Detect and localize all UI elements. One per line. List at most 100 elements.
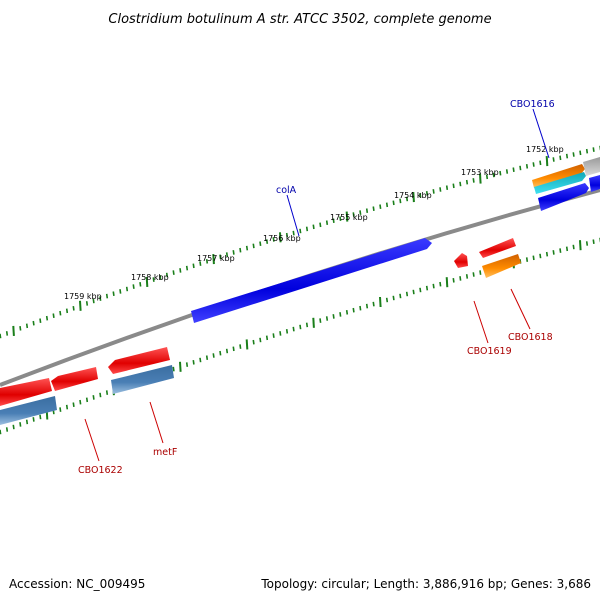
outer-minor-tick [565, 153, 569, 159]
outer-minor-tick [579, 150, 582, 156]
inner-minor-tick [185, 362, 189, 367]
inner-major-tick [245, 339, 249, 350]
inner-minor-tick [405, 291, 409, 297]
outer-minor-tick [525, 163, 529, 169]
gene-grey-edge[interactable] [583, 157, 600, 176]
tick-label-1754: 1754 kbp [394, 191, 432, 200]
outer-minor-tick [105, 293, 109, 299]
outer-minor-tick [19, 325, 22, 331]
outer-minor-tick [92, 298, 95, 304]
inner-minor-tick [172, 366, 175, 372]
outer-minor-tick [312, 224, 315, 230]
outer-minor-tick [519, 165, 522, 171]
outer-minor-tick [245, 245, 249, 251]
gene-CBO1616-orange[interactable] [532, 164, 585, 188]
inner-minor-tick [192, 359, 195, 365]
outer-minor-tick [505, 169, 509, 174]
tick-label-1756: 1756 kbp [263, 234, 301, 243]
inner-minor-tick [479, 270, 482, 275]
inner-minor-tick [352, 307, 355, 313]
leader-CBO1616 [532, 108, 550, 159]
label-metF[interactable]: metF [153, 447, 177, 458]
inner-major-tick [445, 277, 449, 288]
outer-major-tick [12, 325, 15, 336]
gene-colA[interactable] [191, 238, 432, 323]
outer-minor-tick [339, 216, 342, 222]
leader-CBO1618 [510, 288, 531, 330]
outer-minor-tick [39, 318, 42, 324]
inner-minor-tick [205, 355, 209, 361]
inner-minor-tick [219, 350, 222, 356]
outer-minor-tick [539, 160, 542, 166]
gene-metF-partner[interactable] [111, 365, 174, 394]
inner-major-tick [179, 361, 182, 372]
inner-minor-tick [465, 274, 469, 279]
outer-minor-tick [65, 308, 69, 314]
label-CBO1619[interactable]: CBO1619 [467, 346, 512, 357]
inner-minor-tick [252, 339, 255, 345]
leader-metF [149, 401, 164, 444]
inner-minor-tick [452, 277, 455, 283]
inner-minor-tick [392, 295, 395, 301]
inner-minor-tick [105, 390, 109, 395]
inner-minor-tick [85, 397, 89, 403]
outer-minor-tick [272, 237, 275, 242]
gene-cyan[interactable] [534, 172, 586, 194]
gene-CBO1619[interactable] [454, 253, 468, 268]
gene-CBO1618-red[interactable] [479, 238, 516, 258]
gene-CBO1622[interactable] [0, 378, 52, 406]
inner-minor-tick [72, 402, 75, 408]
inner-minor-tick [572, 244, 575, 250]
inner-minor-tick [305, 322, 309, 328]
outer-minor-tick [425, 190, 429, 196]
gene-CBO1618[interactable] [482, 254, 521, 278]
inner-minor-tick [585, 241, 589, 246]
outer-minor-tick [119, 289, 122, 294]
inner-minor-tick [279, 331, 282, 336]
outer-minor-tick [359, 210, 362, 215]
inner-minor-tick [345, 309, 349, 315]
gene-steel-left[interactable] [0, 396, 57, 425]
outer-minor-tick [512, 167, 515, 173]
outer-minor-tick [165, 272, 169, 278]
label-colA[interactable]: colA [276, 185, 297, 196]
outer-minor-tick [572, 152, 575, 157]
outer-minor-tick [459, 181, 462, 187]
outer-minor-tick [132, 284, 135, 289]
inner-minor-tick [79, 399, 82, 405]
inner-minor-tick [319, 318, 322, 323]
label-CBO1616[interactable]: CBO1616 [510, 99, 555, 110]
outer-minor-tick [332, 218, 335, 224]
outer-major-tick [279, 232, 282, 243]
gene-blue-small[interactable] [538, 183, 589, 211]
outer-minor-tick [319, 222, 322, 228]
outer-minor-tick [85, 301, 89, 306]
inner-minor-tick [592, 239, 595, 245]
outer-minor-tick [559, 155, 562, 161]
inner-minor-tick [372, 301, 375, 307]
outer-minor-tick [252, 243, 255, 249]
inner-minor-tick [385, 297, 389, 303]
gene-metF[interactable] [108, 347, 170, 374]
inner-minor-tick [212, 353, 215, 358]
outer-minor-tick [139, 281, 142, 287]
outer-major-tick [145, 276, 149, 287]
label-CBO1622[interactable]: CBO1622 [78, 465, 123, 476]
gene-blue-edge[interactable] [589, 175, 600, 192]
outer-minor-tick [465, 179, 469, 185]
outer-major-tick [412, 192, 415, 203]
outer-minor-tick [405, 196, 409, 202]
gene-CBO1622-a[interactable] [51, 367, 98, 391]
outer-minor-tick [285, 232, 289, 238]
inner-minor-tick [545, 251, 549, 257]
outer-major-tick [479, 173, 482, 184]
inner-minor-tick [232, 346, 235, 352]
tick-label-1759: 1759 kbp [64, 292, 102, 301]
inner-minor-tick [399, 293, 402, 299]
inner-minor-tick [225, 348, 229, 354]
label-CBO1618[interactable]: CBO1618 [508, 332, 553, 343]
inner-minor-tick [19, 422, 22, 427]
outer-minor-tick [125, 286, 129, 292]
inner-minor-tick [239, 344, 242, 349]
